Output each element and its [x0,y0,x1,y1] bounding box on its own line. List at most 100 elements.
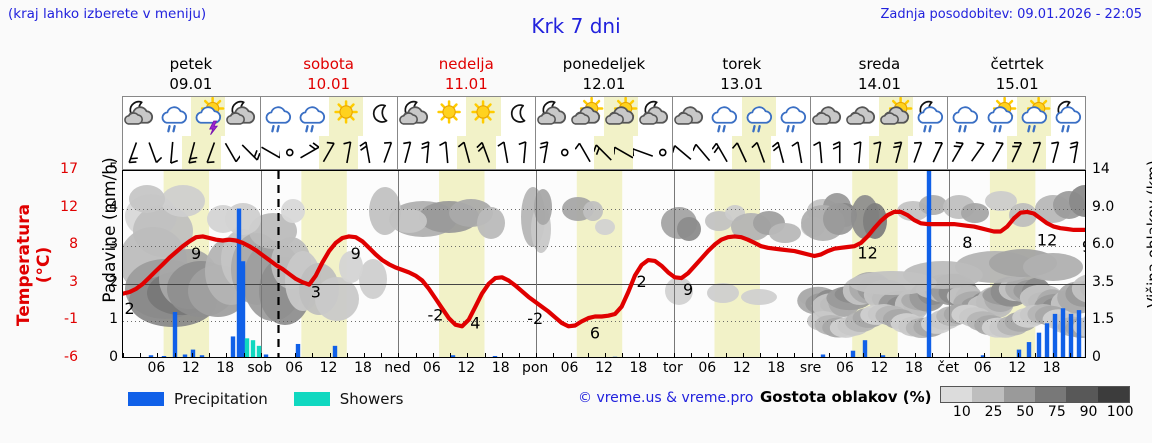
x-tick-label: ned [384,360,411,376]
cloud-density-field [123,185,1085,338]
wind-barb [613,136,634,169]
wind-barb [888,136,909,169]
day-name-0: petek [169,55,213,73]
day-name-6: četrtek [990,55,1044,73]
weather-icons-day-3 [534,97,673,136]
weather-icon-rain-moon [913,97,947,136]
wind-barb [515,136,535,169]
x-tick-label: 12 [732,360,751,376]
wind-barb [790,136,810,169]
weather-icon-cloudy [811,97,845,136]
credit-link[interactable]: © vreme.us & vreme.pro [578,390,754,406]
cloud-height-tick-4: 1.5 [1092,311,1115,328]
precipitation-legend-label: Precipitation [174,390,268,408]
wind-barb [869,136,889,169]
wind-barb [398,136,418,169]
wind-barb [1026,136,1047,169]
cloud-height-tick-labels: 14 9.0 6.0 3.5 1.5 0 [1092,161,1136,365]
showers-legend-label: Showers [339,390,404,408]
svg-text:12: 12 [1037,230,1057,249]
svg-text:-2: -2 [427,306,443,325]
temperature-curve [123,209,1085,329]
temperature-tick-labels: 17 12 8 3 -1 -6 [42,161,78,365]
location-menu-note: (kraj lahko izberete v meniju) [8,6,207,22]
precipitation-tick-labels: 5 4 3 2 1 0 [96,161,118,365]
x-tick-label: 18 [1042,360,1061,376]
x-tick-label: 06 [973,360,992,376]
x-tick-label: 12 [870,360,889,376]
wind-barbs-day-0 [123,136,260,169]
weather-icon-rain-sun-cloud [983,97,1017,136]
wind-barb [633,136,653,169]
x-tick-label: 12 [595,360,613,376]
svg-text:12: 12 [857,243,877,262]
wind-barb [1007,136,1027,169]
wind-barbs-day-6 [947,136,1085,169]
x-tick-label: sre [799,360,822,376]
weather-icons-day-1 [259,97,398,136]
svg-text:9: 9 [683,280,693,299]
weather-icon-cloudy-night [398,97,432,136]
weather-icons-day-0 [123,97,260,136]
day-name-3: ponedeljek [562,55,646,73]
weather-icon-cloudy-night [638,97,672,136]
x-tick-label: 18 [629,360,648,376]
wind-barb [319,136,339,169]
x-axis-tick-labels: 06 12 18 sob 06 12 18 ned 06 12 18 pon 06 12 18 tor 06 12… [122,360,1086,380]
precipitation-bars [148,171,1085,357]
weather-icons-day-2 [397,97,535,136]
cloud-density-legend-title: Gostota oblakov (%) [760,388,932,406]
wind-barb [928,136,948,169]
x-tick-label: 18 [216,360,235,376]
weather-icon-moon [501,97,535,136]
x-tick-label: 12 [457,360,476,376]
wind-barb [751,136,771,169]
wind-barb [1046,136,1066,169]
weather-icon-rain-cloud [707,97,741,136]
wind-barb [555,136,575,169]
wind-barb [771,136,791,169]
cloud-density-scale-label: 90 [1079,404,1098,420]
svg-text:3: 3 [311,283,321,302]
wind-barb-strip [122,136,1086,170]
wind-barbs-day-2 [397,136,535,169]
cloud-density-step-25 [972,387,1004,402]
wind-barb [162,136,182,169]
weather-icon-rain-cloud [776,97,810,136]
weather-icon-strip [122,96,1086,136]
weather-icon-cloudy [845,97,879,136]
temperature-tick-4: -1 [64,311,78,328]
wind-barb [123,136,143,169]
x-tick-label: 18 [354,360,372,376]
wind-barb [418,136,438,169]
weather-icon-sunny [432,97,466,136]
cloud-height-tick-0: 14 [1092,161,1110,177]
svg-text:9: 9 [191,244,201,263]
x-tick-label: 06 [836,360,854,376]
weather-icon-rain-sun-cloud [1016,97,1051,136]
cloud-density-color-ramp [940,386,1130,403]
day-header-0: petek 09.01 [122,54,260,96]
x-tick-label: 12 [319,360,338,376]
wind-barb [731,136,752,169]
cloud-height-tick-3: 3.5 [1092,273,1115,290]
weather-icon-rain-moon [1051,97,1085,136]
wind-barb [536,136,556,169]
svg-text:2: 2 [636,272,646,291]
wind-barb [299,136,320,169]
day-name-4: torek [722,55,762,73]
x-tick-label: tor [662,360,683,376]
wind-barb [280,136,300,169]
wind-barb [378,136,398,169]
svg-text:2: 2 [125,299,135,318]
cloud-density-scale-label: 10 [952,404,971,420]
cloud-density-step-75 [1034,387,1067,402]
weather-icons-day-5 [809,97,948,136]
x-tick-label: 12 [1008,360,1027,376]
wind-barb [594,136,614,169]
day-name-5: sreda [858,55,901,73]
day-header-2: nedelja 11.01 [397,54,535,96]
weather-icon-cloudy-night [536,97,570,136]
wind-barb [692,136,713,169]
